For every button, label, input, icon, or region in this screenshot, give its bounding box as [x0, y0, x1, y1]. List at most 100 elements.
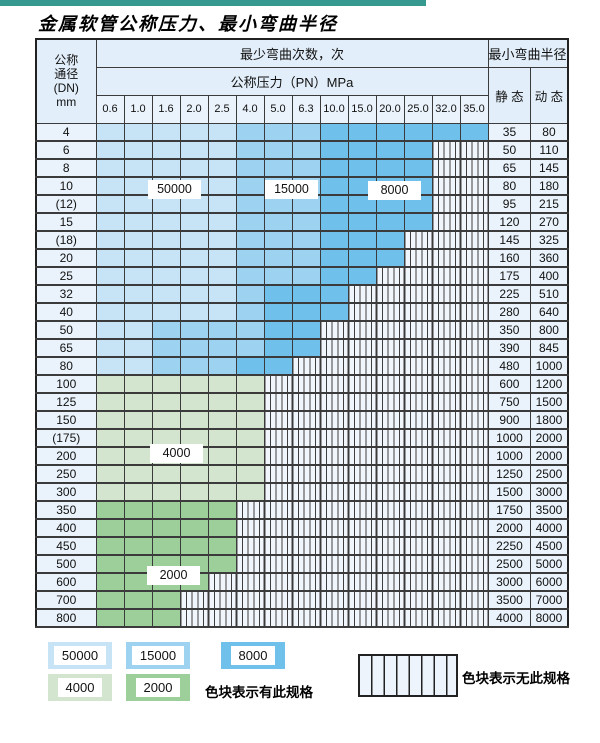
table-row: 40 280 640 — [35, 302, 569, 322]
cycles-zone-cell — [319, 284, 349, 304]
pressure-col-label: 1.0 — [123, 94, 153, 124]
cycles-zone-cell — [347, 248, 377, 268]
no-spec-cell — [431, 194, 461, 214]
cycles-zone-cell — [123, 302, 153, 322]
table-row: (175) 1000 2000 — [35, 428, 569, 448]
no-spec-cell — [403, 482, 433, 502]
table-row: 80 480 1000 — [35, 356, 569, 376]
no-spec-cell — [431, 410, 461, 430]
corner-line: (DN) — [53, 81, 79, 96]
cycles-zone-cell — [179, 410, 209, 430]
cycles-zone-cell — [95, 464, 125, 484]
cycles-zone-cell — [207, 266, 237, 286]
cycles-zone-cell — [403, 140, 433, 160]
table-row: 4 35 80 — [35, 122, 569, 142]
cycles-zone-cell — [207, 446, 237, 466]
cycles-zone-cell — [235, 140, 265, 160]
static-radius-cell: 120 — [487, 212, 532, 232]
no-spec-cell — [263, 482, 293, 502]
no-spec-cell — [431, 572, 461, 592]
cycles-zone-cell — [291, 194, 321, 214]
no-spec-cell — [459, 194, 489, 214]
no-spec-cell — [235, 590, 265, 610]
no-spec-cell — [319, 356, 349, 376]
dn-cell: 80 — [35, 356, 97, 376]
cycles-zone-cell — [151, 140, 181, 160]
cycles-zone-cell — [95, 320, 125, 340]
no-spec-cell — [291, 608, 321, 628]
no-spec-cell — [431, 590, 461, 610]
no-spec-cell — [319, 536, 349, 556]
no-spec-cell — [403, 248, 433, 268]
no-spec-cell — [459, 518, 489, 538]
cycles-zone-cell — [123, 266, 153, 286]
cycles-zone-cell — [123, 410, 153, 430]
pressure-col-label: 10.0 — [319, 94, 349, 124]
cycles-zone-cell — [95, 590, 125, 610]
cycles-zone-cell — [235, 374, 265, 394]
cycles-zone-cell — [235, 464, 265, 484]
no-spec-cell — [263, 446, 293, 466]
no-spec-cell — [263, 572, 293, 592]
cycles-zone-cell — [123, 284, 153, 304]
cycles-zone-cell — [95, 266, 125, 286]
no-spec-cell — [459, 446, 489, 466]
no-spec-cell — [459, 158, 489, 178]
cycles-zone-cell — [291, 158, 321, 178]
table-row: 250 1250 2500 — [35, 464, 569, 484]
cycles-zone-cell — [207, 464, 237, 484]
cycles-zone-cell — [207, 212, 237, 232]
cycles-zone-cell — [403, 122, 433, 142]
cycles-zone-cell — [207, 518, 237, 538]
no-spec-cell — [431, 374, 461, 394]
dynamic-radius-cell: 2500 — [530, 464, 569, 484]
no-spec-cell — [291, 464, 321, 484]
dn-cell: 700 — [35, 590, 97, 610]
no-spec-cell — [347, 464, 377, 484]
static-radius-cell: 2500 — [487, 554, 532, 574]
no-spec-cell — [403, 410, 433, 430]
cycles-zone-cell — [123, 518, 153, 538]
zone-cycles-label: 4000 — [150, 444, 203, 463]
cycles-zone-cell — [123, 536, 153, 556]
no-spec-cell — [347, 482, 377, 502]
pressure-col-label: 4.0 — [235, 94, 265, 124]
no-spec-cell — [291, 482, 321, 502]
cycles-zone-cell — [319, 194, 349, 214]
dynamic-radius-cell: 2000 — [530, 428, 569, 448]
cycles-zone-cell — [123, 176, 153, 196]
static-radius-cell: 280 — [487, 302, 532, 322]
cycles-zone-cell — [151, 464, 181, 484]
cycles-zone-cell — [403, 212, 433, 232]
cycles-zone-cell — [291, 248, 321, 268]
cycles-zone-cell — [207, 320, 237, 340]
cycles-zone-cell — [179, 158, 209, 178]
hose-spec-table: 公称 通径 (DN) mm 最少弯曲次数，次 最小弯曲半径 公称压力（PN）MP… — [35, 38, 569, 628]
static-radius-cell: 1500 — [487, 482, 532, 502]
cycles-zone-cell — [263, 320, 293, 340]
no-spec-cell — [459, 248, 489, 268]
cycles-zone-cell — [179, 536, 209, 556]
cycles-zone-cell — [347, 266, 377, 286]
cycles-zone-cell — [95, 536, 125, 556]
cycles-zone-cell — [123, 464, 153, 484]
static-header: 静 态 — [487, 66, 532, 124]
cycles-zone-cell — [179, 464, 209, 484]
cycles-zone-cell — [319, 140, 349, 160]
cycles-zone-cell — [151, 500, 181, 520]
cycles-zone-cell — [95, 302, 125, 322]
no-spec-cell — [431, 536, 461, 556]
cycles-zone-cell — [179, 284, 209, 304]
cycles-zone-cell — [95, 608, 125, 628]
table-row: 800 4000 8000 — [35, 608, 569, 628]
no-spec-cell — [459, 590, 489, 610]
no-spec-cell — [263, 428, 293, 448]
no-spec-cell — [459, 392, 489, 412]
no-spec-cell — [459, 356, 489, 376]
static-radius-cell: 3500 — [487, 590, 532, 610]
cycles-zone-cell — [263, 212, 293, 232]
no-spec-cell — [263, 392, 293, 412]
static-radius-cell: 1000 — [487, 446, 532, 466]
cycles-zone-cell — [207, 554, 237, 574]
no-spec-cell — [431, 428, 461, 448]
